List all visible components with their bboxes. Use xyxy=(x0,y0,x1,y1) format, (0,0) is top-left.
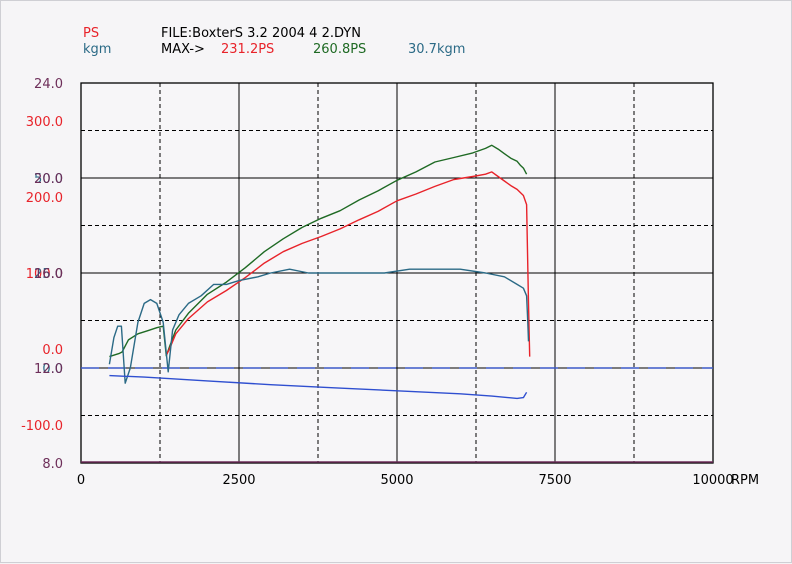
y-tick-label-ps: 300.0 xyxy=(26,115,63,130)
y-tick-label-kgm: 25.0 xyxy=(34,267,63,282)
kgm-unit-label: kgm xyxy=(83,42,111,57)
y-tick-label-aux: 24.0 xyxy=(34,77,63,92)
ps-unit-label: PS xyxy=(83,26,99,41)
axis-labels: 0 2500 5000 7500 10000 300.0 200.0 100.0 0.0 -100… xyxy=(21,77,734,488)
y-tick-label-kgm: 0.0 xyxy=(42,362,63,377)
x-tick-label: 2500 xyxy=(222,473,255,488)
y-tick-label-aux: 16.0 xyxy=(34,267,63,282)
max-ps-wheel-value: 260.8PS xyxy=(313,42,366,57)
y-tick-label-ps: 100.0 xyxy=(26,267,63,282)
y-tick-label-aux: 20.0 xyxy=(34,172,63,187)
max-label: MAX-> xyxy=(161,42,205,57)
y-tick-label-kgm: 50.0 xyxy=(34,172,63,187)
plot-grid xyxy=(80,82,714,464)
x-tick-label: 5000 xyxy=(380,473,413,488)
x-tick-label: 7500 xyxy=(538,473,571,488)
plot-series xyxy=(81,144,713,463)
x-tick-label: 10000 xyxy=(692,473,733,488)
max-kgm-value: 30.7kgm xyxy=(408,42,465,57)
series-line-kgm xyxy=(108,268,530,384)
y-tick-label-ps: 200.0 xyxy=(26,191,63,206)
y-tick-label-ps: -100.0 xyxy=(21,419,63,434)
series-line-ps_wheel xyxy=(109,144,528,358)
series-line-ps xyxy=(165,171,531,357)
y-tick-label-aux: 12.0 xyxy=(34,362,63,377)
x-tick-label: 0 xyxy=(77,473,85,488)
y-tick-label-aux: 8.0 xyxy=(42,457,63,472)
max-ps-value: 231.2PS xyxy=(221,42,274,57)
series-line-loss xyxy=(109,374,528,400)
x-axis-label: RPM xyxy=(731,473,759,488)
file-line: FILE:BoxterS 3.2 2004 4 2.DYN xyxy=(161,26,361,41)
y-tick-label-ps: 0.0 xyxy=(42,343,63,358)
